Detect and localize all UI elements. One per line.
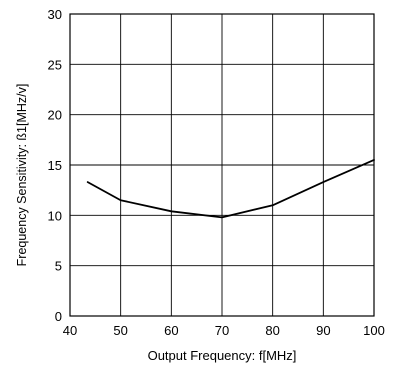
sensitivity-curve — [86, 159, 375, 219]
plot-frame — [69, 13, 375, 317]
y-tick-label: 5 — [55, 259, 62, 274]
y-tick-label: 20 — [48, 108, 62, 123]
tick-labels-layer: 40 50 60 70 80 90 100 0 5 10 15 20 25 30 — [48, 7, 385, 338]
series-layer — [86, 159, 375, 219]
y-axis-title: Frequency Sensitivity: ß1[MHz/v] — [15, 84, 29, 267]
x-tick-label: 80 — [265, 323, 279, 338]
y-tick-label: 30 — [48, 7, 62, 22]
y-tick-label: 10 — [48, 208, 62, 223]
y-tick-label: 15 — [48, 158, 62, 173]
plot-frame-layer — [69, 13, 375, 317]
x-tick-label: 50 — [113, 323, 127, 338]
x-tick-label: 70 — [215, 323, 229, 338]
x-tick-label: 40 — [63, 323, 77, 338]
x-tick-label: 60 — [164, 323, 178, 338]
x-axis-title: Output Frequency: f[MHz] — [148, 348, 297, 363]
x-tick-label: 100 — [363, 323, 385, 338]
grid-layer — [70, 14, 374, 316]
x-tick-label: 90 — [316, 323, 330, 338]
y-tick-label: 25 — [48, 57, 62, 72]
y-tick-label: 0 — [55, 309, 62, 324]
